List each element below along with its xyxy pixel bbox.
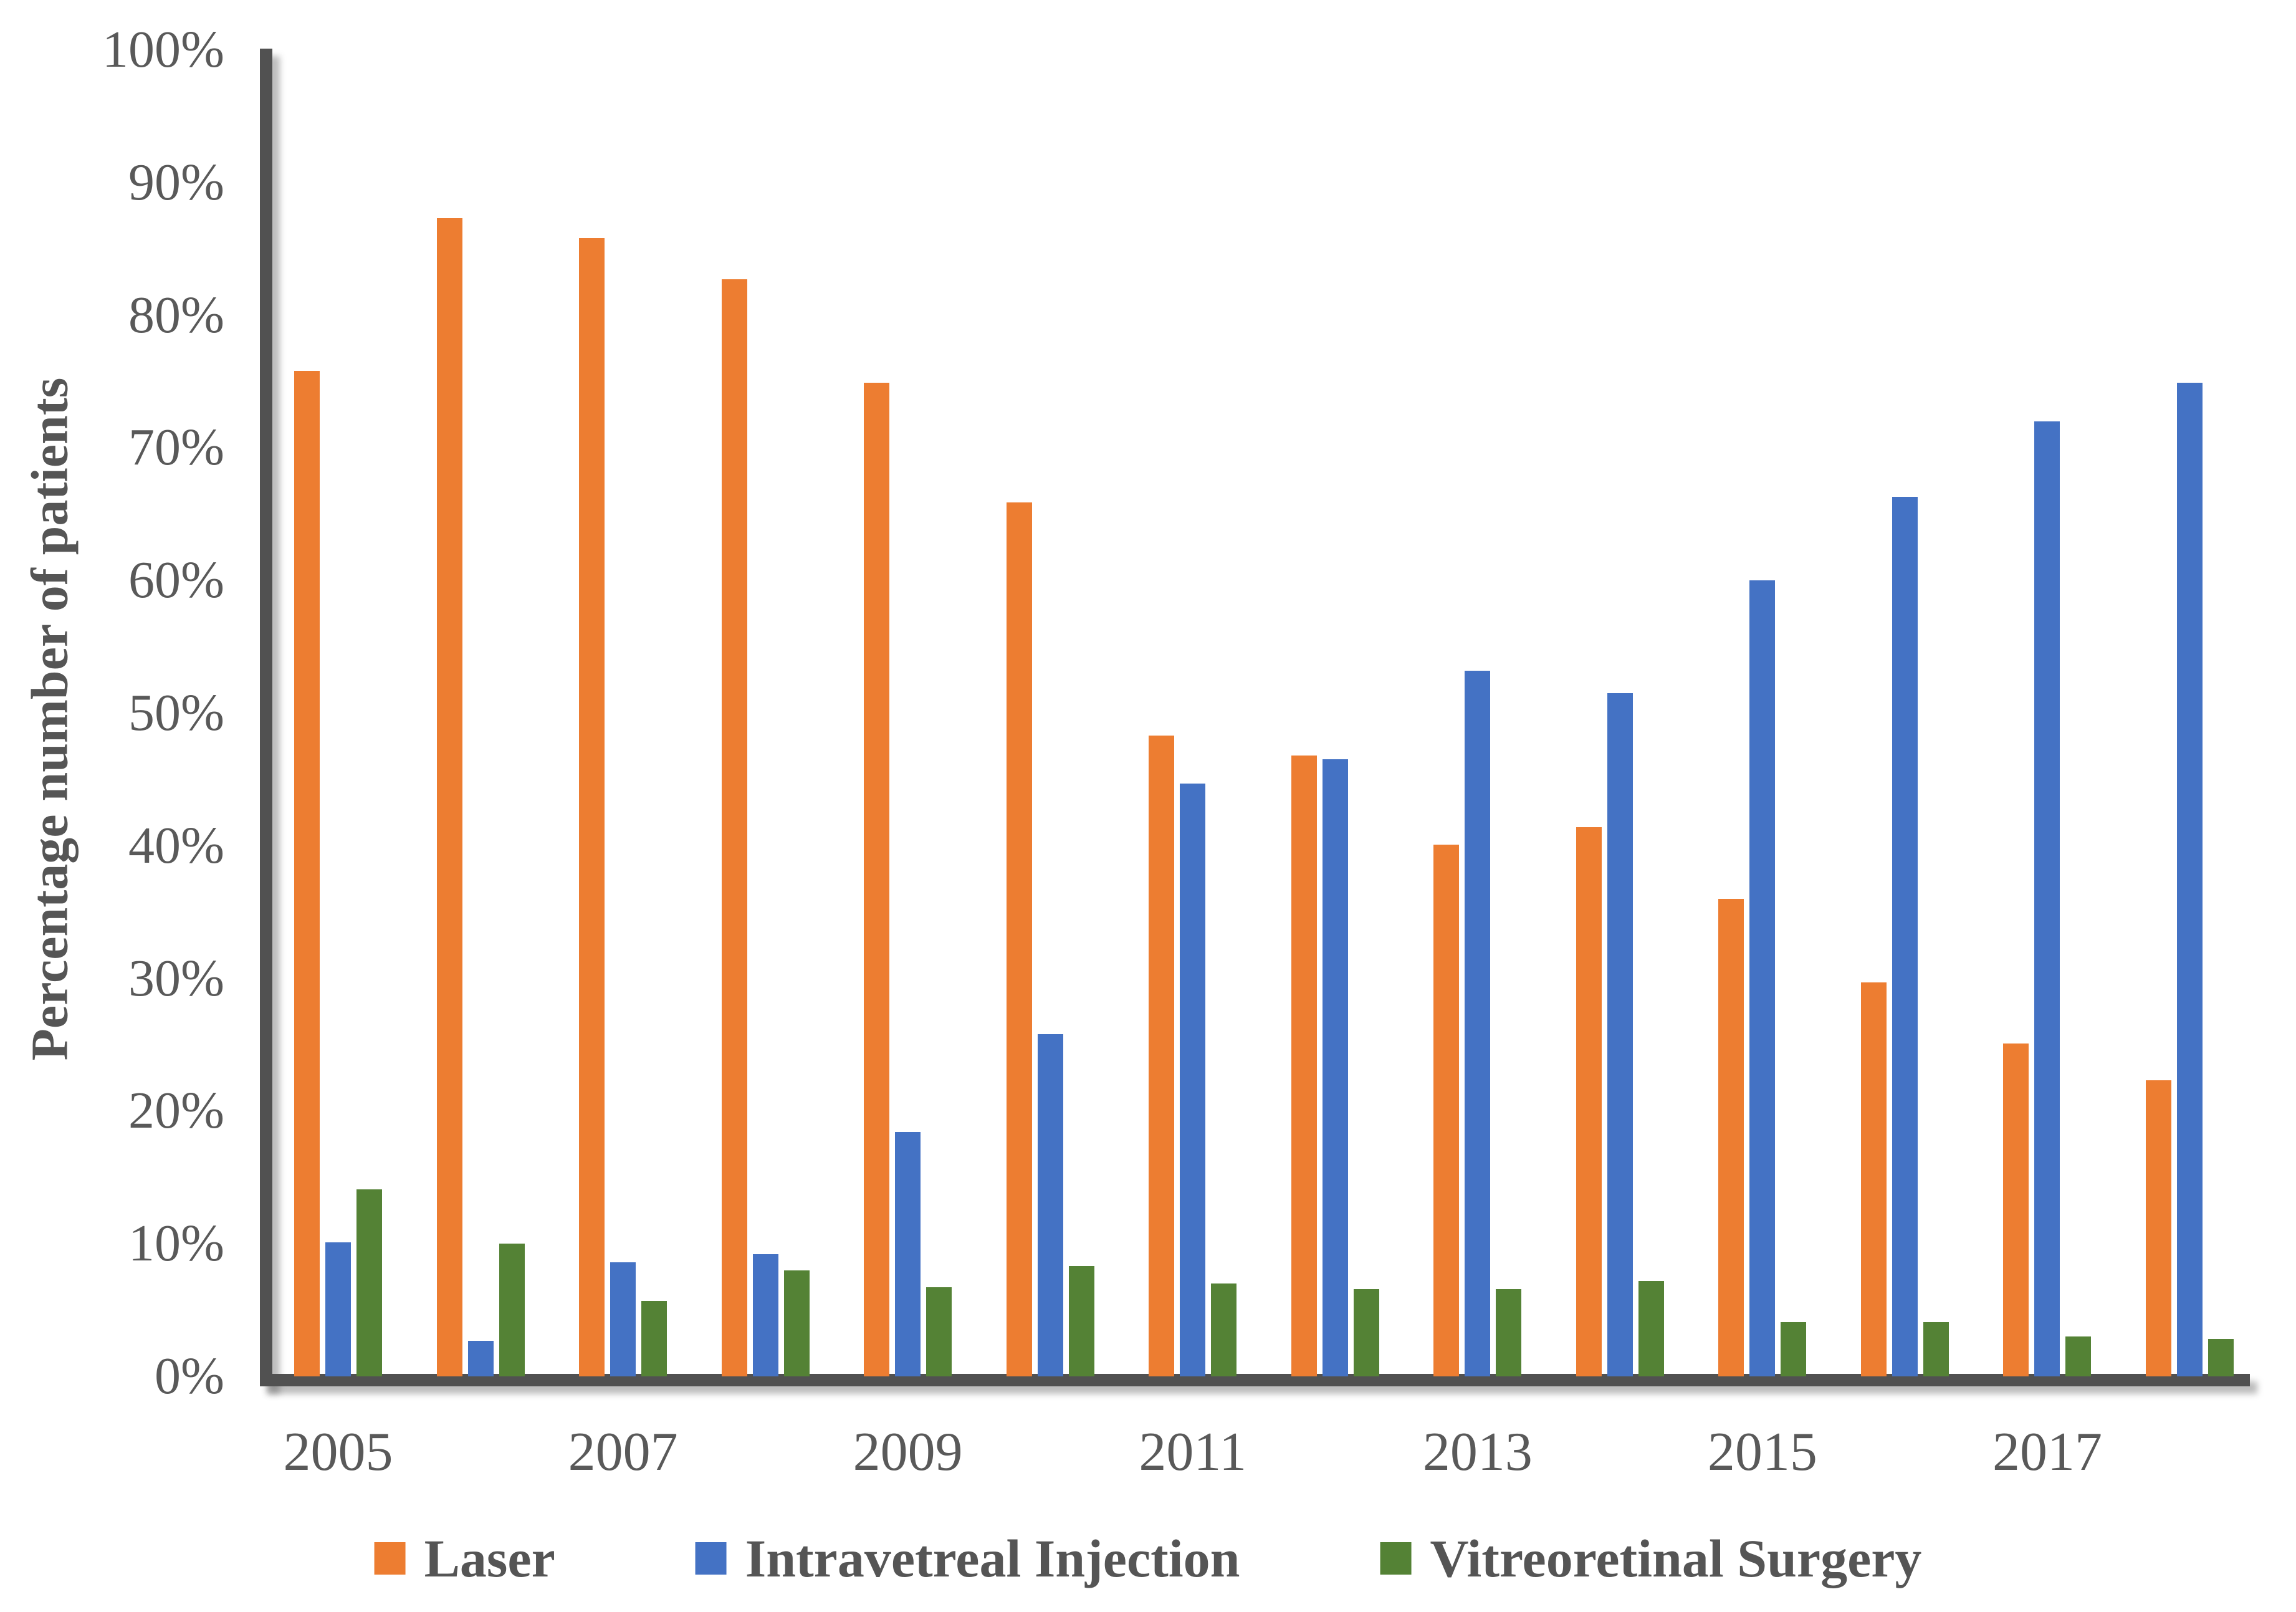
bar-laser-2007 [579, 238, 605, 1376]
y-tick-30: 30% [128, 949, 224, 1007]
legend: Laser Intravetreal Injection Vitreoretinal… [374, 1528, 1921, 1588]
bar-intravetreal-injection-2015 [1749, 580, 1776, 1376]
bar-vitreoretinal-surgery-2011 [1211, 1283, 1237, 1376]
bar-vitreoretinal-surgery-2009 [926, 1287, 952, 1376]
bar-vitreoretinal-surgery-2016 [1923, 1322, 1949, 1376]
bar-intravetreal-injection-2007 [610, 1262, 636, 1376]
bar-vitreoretinal-surgery-2013 [1496, 1288, 1522, 1376]
bar-group-2014 [1576, 693, 1664, 1376]
bar-group-2015 [1718, 580, 1807, 1376]
bar-intravetreal-injection-2018 [2177, 383, 2203, 1376]
x-tick-2009: 2009 [853, 1422, 963, 1482]
x-tick-2011: 2011 [1139, 1422, 1247, 1482]
bar-vitreoretinal-surgery-2012 [1353, 1288, 1379, 1376]
y-axis-line [260, 49, 272, 1386]
bar-laser-2009 [864, 383, 890, 1376]
legend-item-vitreoretinal-surgery: Vitreoretinal Surgery [1380, 1530, 1921, 1586]
y-tick-10: 10% [128, 1214, 224, 1273]
bar-intravetreal-injection-2009 [895, 1132, 921, 1376]
legend-item-laser: Laser [374, 1528, 555, 1588]
legend-swatch-icon [1380, 1542, 1412, 1575]
legend-swatch-icon [374, 1542, 406, 1575]
bar-laser-2018 [2146, 1080, 2172, 1376]
bar-vitreoretinal-surgery-2007 [641, 1300, 667, 1376]
bar-intravetreal-injection-2011 [1180, 783, 1206, 1376]
x-tick-2007: 2007 [568, 1422, 678, 1482]
bar-vitreoretinal-surgery-2014 [1638, 1280, 1664, 1376]
bar-group-2009 [864, 383, 952, 1376]
y-tick-20: 20% [128, 1082, 224, 1140]
bar-intravetreal-injection-2017 [2034, 421, 2060, 1376]
x-tick-2015: 2015 [1707, 1422, 1817, 1482]
bar-group-2016 [1860, 497, 1949, 1376]
y-tick-60: 60% [128, 551, 224, 610]
bar-intravetreal-injection-2016 [1892, 497, 1918, 1376]
bar-intravetreal-injection-2013 [1465, 670, 1491, 1376]
x-axis-line [260, 1374, 2250, 1386]
y-tick-50: 50% [128, 684, 224, 742]
bar-vitreoretinal-surgery-2006 [499, 1244, 525, 1376]
bar-vitreoretinal-surgery-2017 [2065, 1336, 2092, 1376]
bar-group-2012 [1291, 756, 1379, 1376]
bar-group-2018 [2146, 383, 2234, 1376]
bar-laser-2016 [1860, 982, 1887, 1376]
bar-vitreoretinal-surgery-2005 [356, 1189, 382, 1376]
bar-intravetreal-injection-2014 [1607, 693, 1633, 1376]
bar-laser-2008 [721, 279, 747, 1376]
y-tick-80: 80% [128, 285, 224, 344]
legend-label: Laser [424, 1528, 555, 1588]
bar-group-2006 [436, 218, 525, 1376]
legend-label: Vitreoretinal Surgery [1430, 1528, 1922, 1588]
bar-laser-2015 [1718, 898, 1744, 1376]
y-tick-40: 40% [128, 816, 224, 875]
bar-intravetreal-injection-2008 [752, 1254, 778, 1376]
bar-laser-2011 [1149, 736, 1175, 1376]
y-tick-70: 70% [128, 418, 224, 477]
bar-group-2013 [1433, 670, 1522, 1376]
x-tick-2013: 2013 [1422, 1422, 1533, 1482]
bar-vitreoretinal-surgery-2010 [1068, 1266, 1094, 1376]
bar-vitreoretinal-surgery-2018 [2208, 1339, 2234, 1376]
bar-group-2007 [579, 238, 667, 1376]
bar-vitreoretinal-surgery-2015 [1781, 1322, 1807, 1376]
x-tick-2005: 2005 [283, 1422, 393, 1482]
bar-laser-2013 [1433, 844, 1460, 1376]
bar-group-2008 [721, 279, 810, 1376]
bar-group-2010 [1006, 502, 1094, 1376]
bar-laser-2010 [1006, 502, 1032, 1376]
bar-laser-2014 [1576, 827, 1602, 1376]
bar-intravetreal-injection-2006 [467, 1340, 494, 1376]
plot-area [272, 50, 2244, 1376]
x-tick-2017: 2017 [1992, 1422, 2102, 1482]
y-tick-100: 100% [102, 21, 224, 79]
bar-group-2011 [1149, 736, 1237, 1376]
bar-intravetreal-injection-2010 [1037, 1034, 1063, 1376]
bar-laser-2006 [436, 218, 462, 1376]
bar-group-2017 [2003, 421, 2092, 1376]
bar-intravetreal-injection-2005 [325, 1242, 351, 1376]
legend-item-intravetreal-injection: Intravetreal Injection [695, 1528, 1240, 1588]
bar-laser-2005 [294, 370, 320, 1376]
bar-laser-2017 [2003, 1043, 2029, 1376]
legend-label: Intravetreal Injection [745, 1528, 1240, 1588]
bar-vitreoretinal-surgery-2008 [783, 1270, 810, 1376]
legend-swatch-icon [695, 1542, 727, 1575]
bar-intravetreal-injection-2012 [1322, 759, 1348, 1376]
y-tick-0: 0% [155, 1347, 224, 1405]
bar-group-2005 [294, 370, 382, 1376]
bar-laser-2012 [1291, 756, 1317, 1376]
y-tick-90: 90% [128, 153, 224, 211]
